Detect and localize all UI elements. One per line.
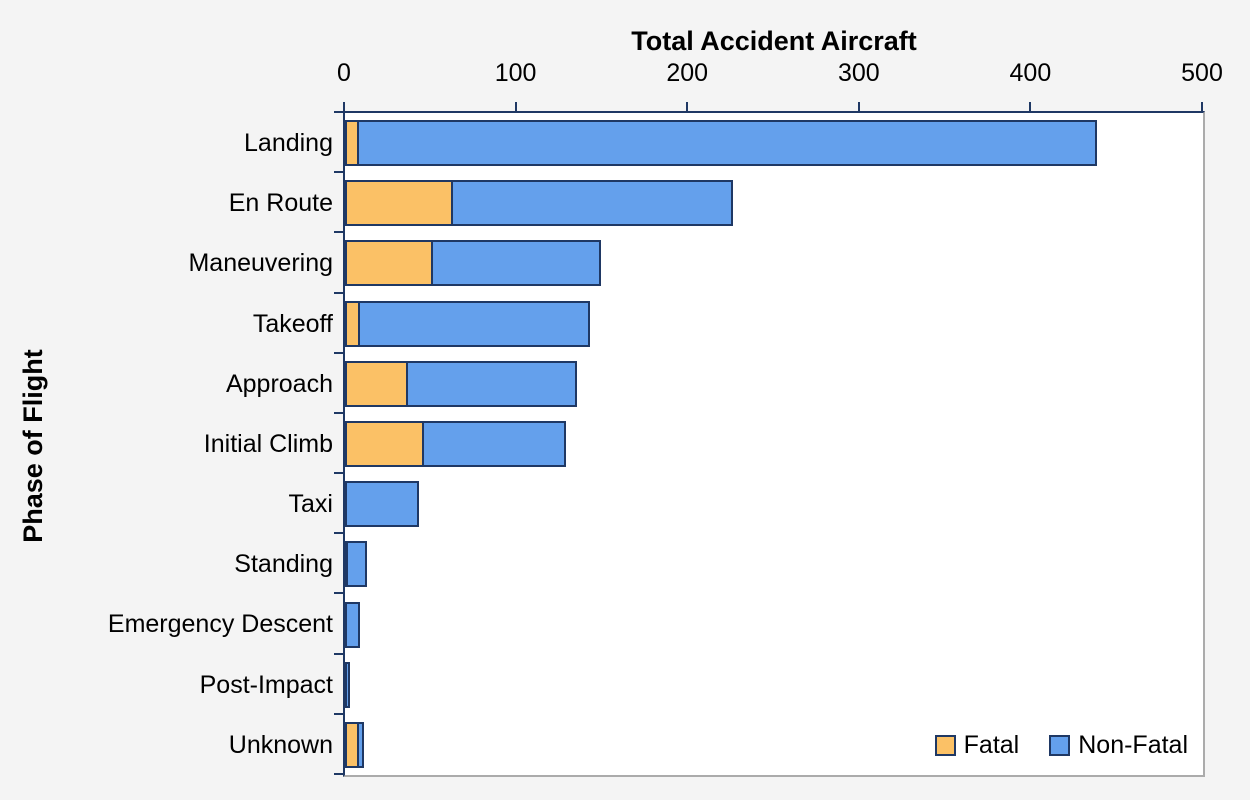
x-tick-mark <box>686 102 689 111</box>
legend-label: Fatal <box>963 730 1020 759</box>
x-tick-mark <box>1201 102 1203 111</box>
category-label: Landing <box>244 129 333 157</box>
x-tick-mark <box>857 102 860 111</box>
legend-item: Fatal <box>934 730 1020 760</box>
category-label: Standing <box>234 550 333 579</box>
bar-segment-fatal <box>345 180 454 227</box>
y-tick-mark <box>334 592 343 595</box>
x-tick-label: 100 <box>494 59 537 87</box>
y-tick-mark <box>334 111 343 113</box>
y-tick-mark <box>334 171 343 174</box>
y-tick-mark <box>334 652 343 655</box>
category-label: Post-Impact <box>199 670 333 699</box>
category-label: Unknown <box>228 730 333 759</box>
y-tick-mark <box>334 291 343 294</box>
category-label: En Route <box>228 189 333 218</box>
bar-segment-non-fatal <box>430 240 601 287</box>
x-tick-mark <box>514 102 517 111</box>
x-tick-label: 200 <box>666 59 709 87</box>
legend-label: Non-Fatal <box>1078 730 1188 759</box>
category-label: Approach <box>225 369 333 398</box>
bar-segment-non-fatal <box>356 721 364 768</box>
x-tick-mark <box>1029 102 1032 111</box>
x-tick-label: 500 <box>1181 59 1223 87</box>
x-tick-label: 0 <box>337 59 351 87</box>
bar-segment-non-fatal <box>345 661 350 708</box>
bar-segment-non-fatal <box>406 360 577 407</box>
bar-segment-non-fatal <box>356 120 1097 167</box>
bar-segment-non-fatal <box>345 481 419 528</box>
category-label: Takeoff <box>252 309 333 338</box>
legend-swatch-icon <box>1049 734 1071 756</box>
category-label: Emergency Descent <box>107 610 333 639</box>
x-tick-label: 400 <box>1009 59 1052 87</box>
y-tick-mark <box>334 712 343 715</box>
category-label: Initial Climb <box>203 429 333 458</box>
legend-item: Non-Fatal <box>1049 731 1188 760</box>
bar-segment-non-fatal <box>344 601 361 648</box>
bar-segment-fatal <box>345 421 424 467</box>
y-tick-mark <box>334 411 343 414</box>
y-tick-mark <box>334 472 343 475</box>
legend-swatch-icon <box>934 734 956 756</box>
y-tick-mark <box>334 351 343 354</box>
bar-segment-non-fatal <box>346 541 368 588</box>
bar-segment-non-fatal <box>451 180 733 227</box>
x-tick-mark <box>343 102 345 111</box>
bar-segment-fatal <box>345 240 433 287</box>
bar-segment-non-fatal <box>421 421 567 467</box>
category-label: Maneuvering <box>188 249 333 278</box>
bar-segment-fatal <box>345 360 409 407</box>
y-tick-mark <box>334 773 343 775</box>
y-tick-mark <box>334 532 343 535</box>
x-axis-title: Total Accident Aircraft <box>631 26 917 56</box>
x-tick-label: 300 <box>837 59 880 87</box>
y-tick-mark <box>334 231 343 234</box>
category-label: Taxi <box>288 490 333 519</box>
legend: Fatal Non-Fatal <box>934 727 1188 763</box>
bar-segment-non-fatal <box>358 300 591 347</box>
